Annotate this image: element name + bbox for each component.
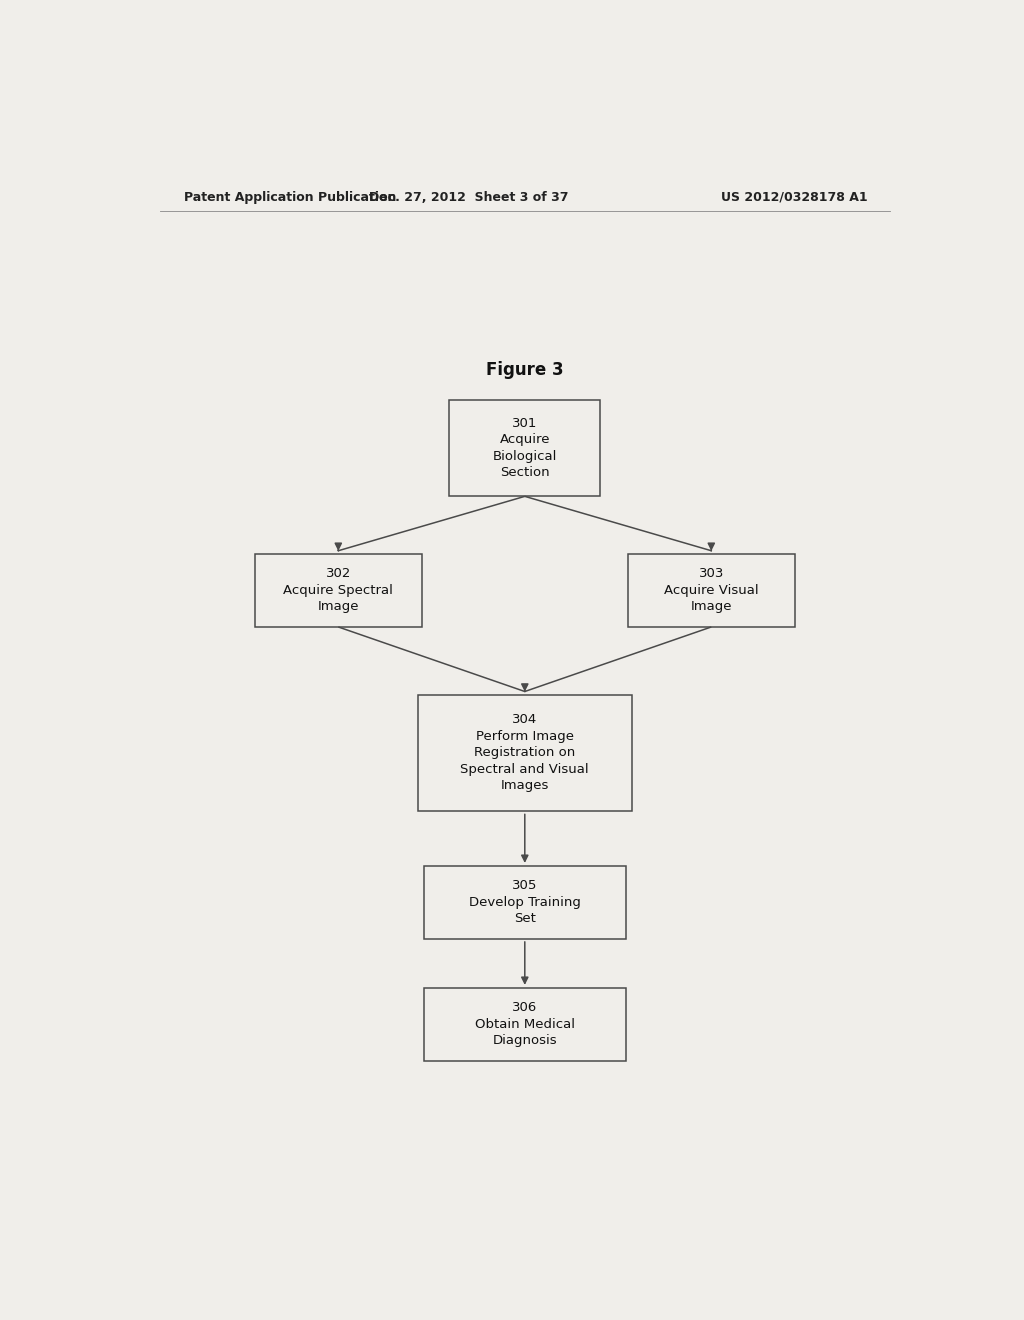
FancyBboxPatch shape xyxy=(424,987,626,1061)
Text: US 2012/0328178 A1: US 2012/0328178 A1 xyxy=(721,190,868,203)
FancyBboxPatch shape xyxy=(255,554,422,627)
Text: 306
Obtain Medical
Diagnosis: 306 Obtain Medical Diagnosis xyxy=(475,1002,574,1047)
Text: Figure 3: Figure 3 xyxy=(486,360,563,379)
Text: Dec. 27, 2012  Sheet 3 of 37: Dec. 27, 2012 Sheet 3 of 37 xyxy=(370,190,569,203)
Text: 302
Acquire Spectral
Image: 302 Acquire Spectral Image xyxy=(284,568,393,614)
Text: Patent Application Publication: Patent Application Publication xyxy=(183,190,396,203)
Text: 301
Acquire
Biological
Section: 301 Acquire Biological Section xyxy=(493,417,557,479)
FancyBboxPatch shape xyxy=(450,400,600,496)
Text: 303
Acquire Visual
Image: 303 Acquire Visual Image xyxy=(664,568,759,614)
FancyBboxPatch shape xyxy=(628,554,795,627)
FancyBboxPatch shape xyxy=(424,866,626,939)
FancyBboxPatch shape xyxy=(418,694,632,812)
Text: 305
Develop Training
Set: 305 Develop Training Set xyxy=(469,879,581,925)
Text: 304
Perform Image
Registration on
Spectral and Visual
Images: 304 Perform Image Registration on Spectr… xyxy=(461,714,589,792)
